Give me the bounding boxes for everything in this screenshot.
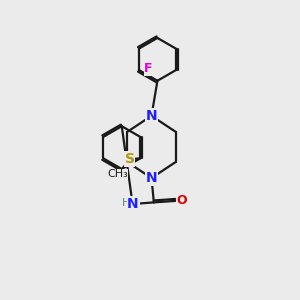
Text: N: N [146,171,157,185]
Text: H: H [122,198,130,208]
Text: F: F [144,62,153,75]
Text: S: S [124,152,135,166]
Text: N: N [127,197,139,211]
Text: CH₃: CH₃ [107,169,128,179]
Text: N: N [146,109,157,123]
Text: O: O [176,194,187,207]
